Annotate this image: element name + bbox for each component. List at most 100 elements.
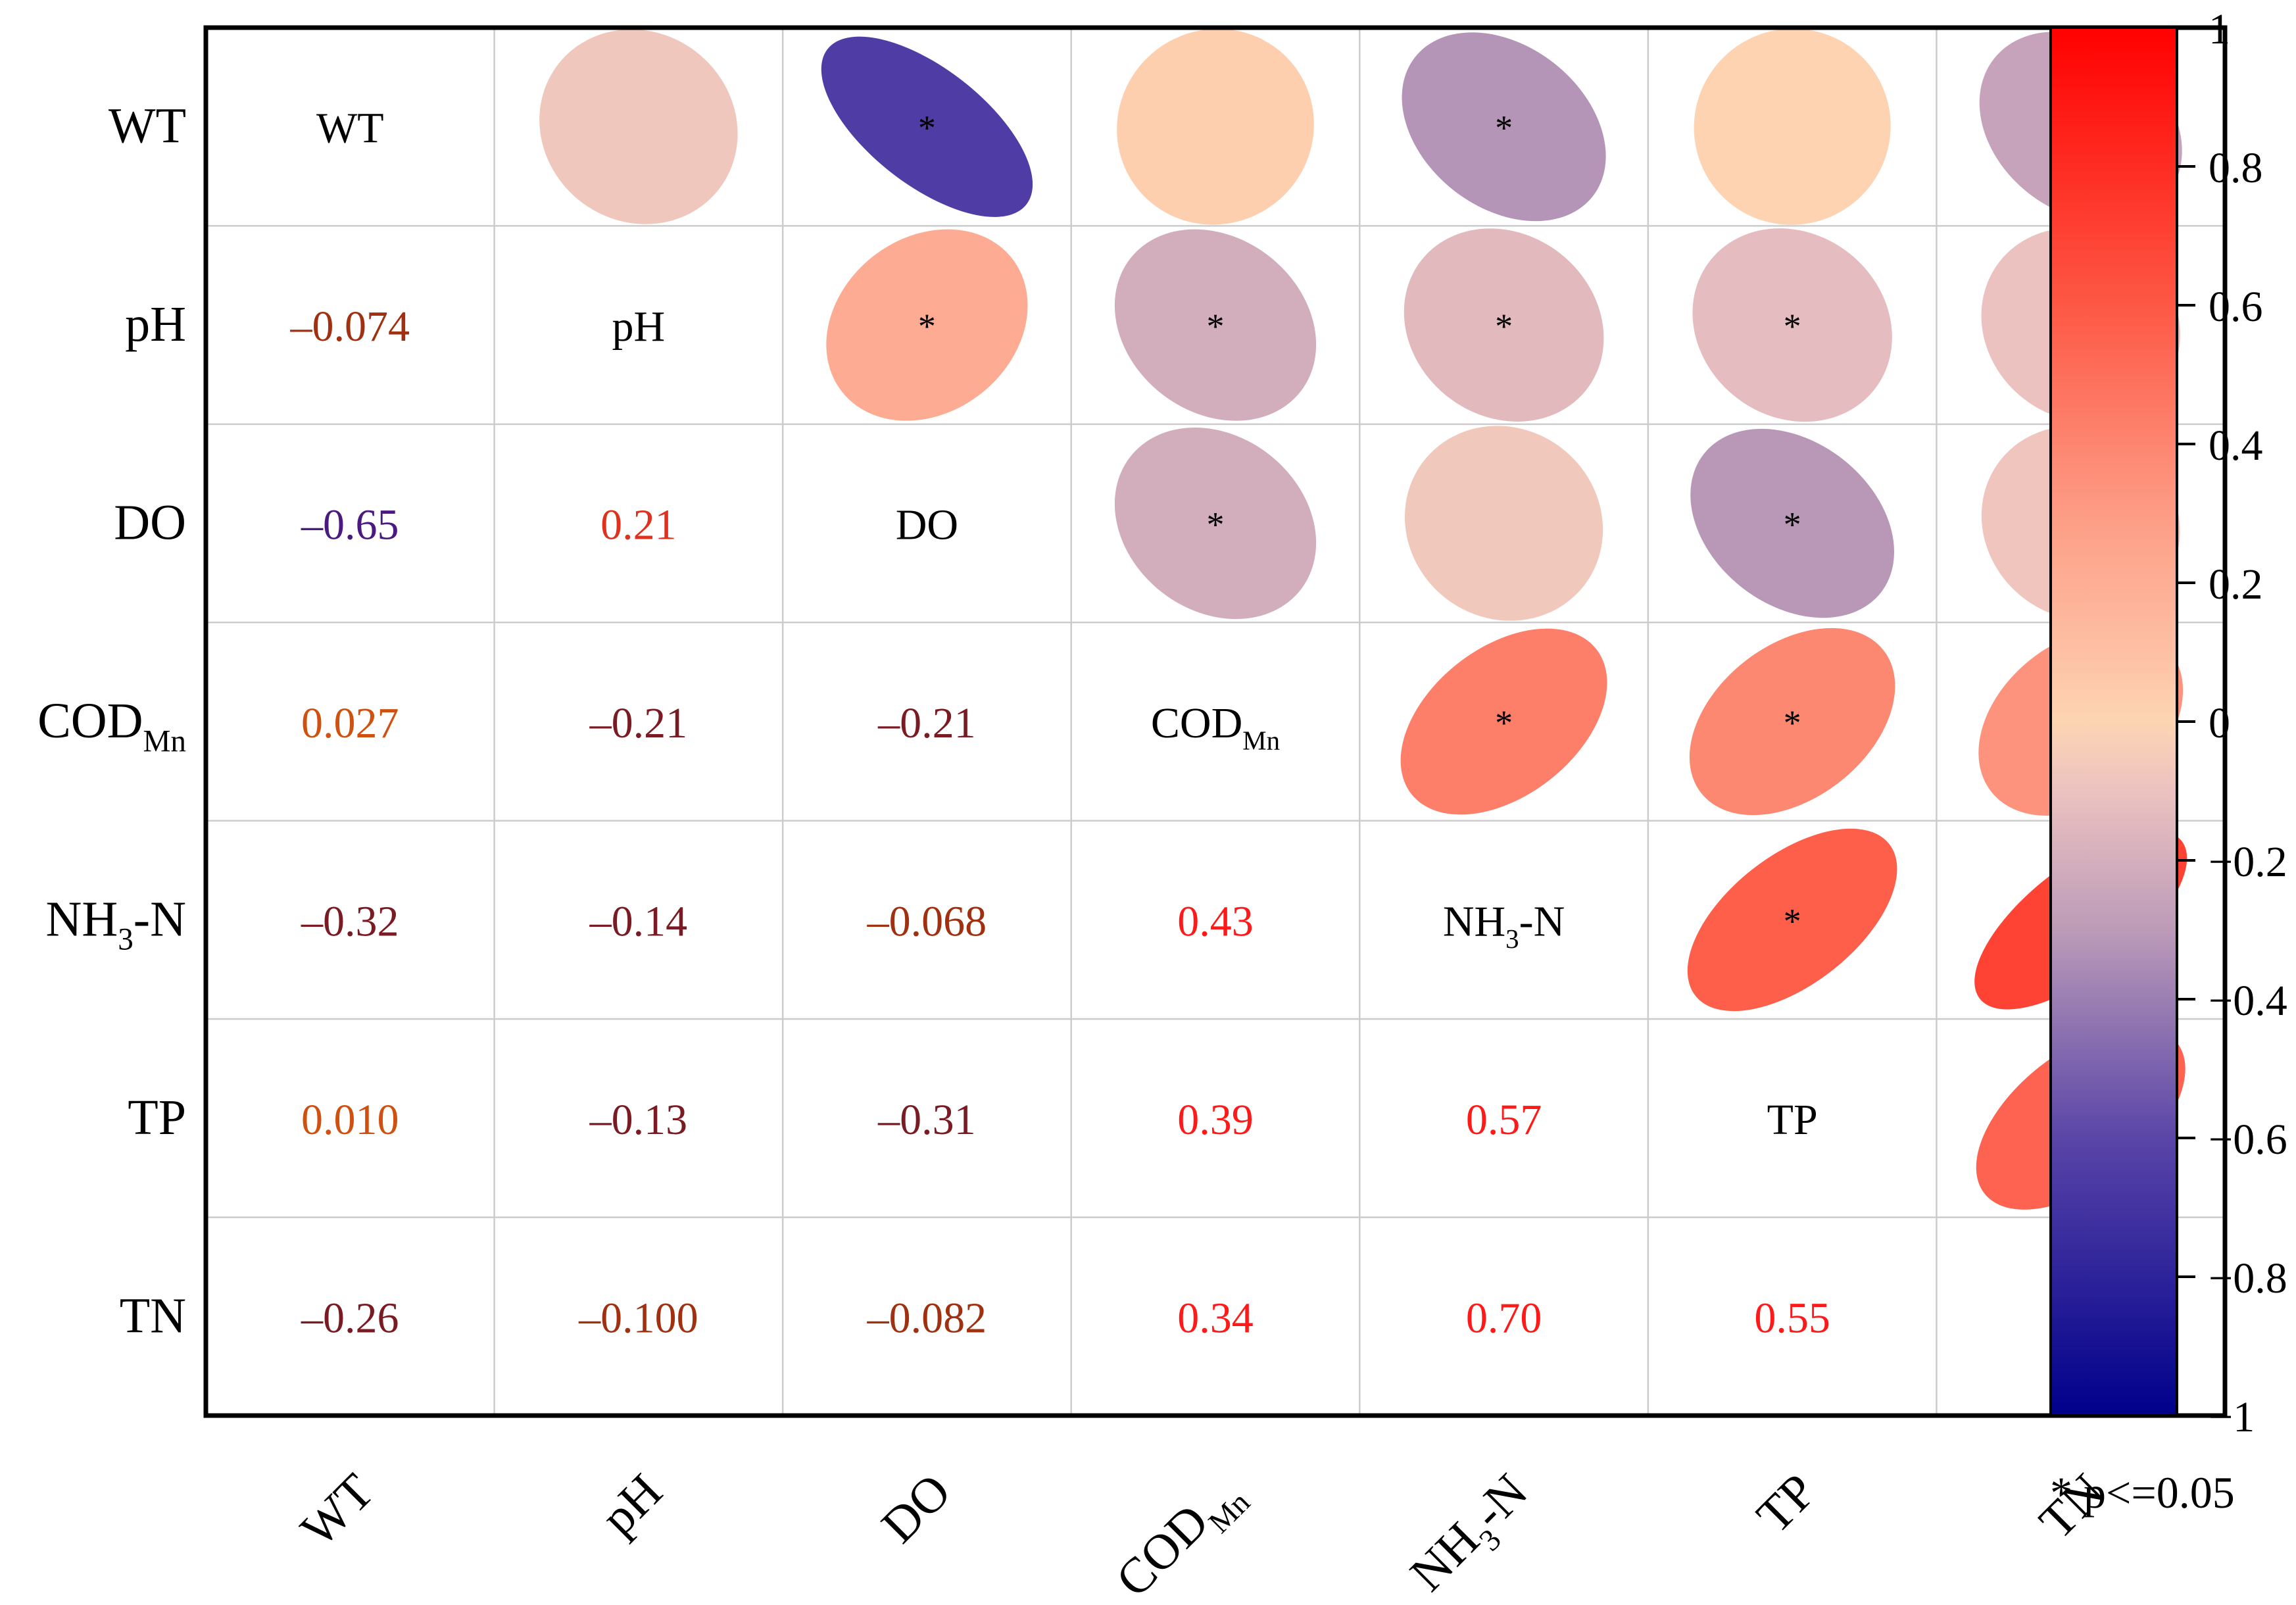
corr-value-label: –0.21 [877,699,976,747]
y-axis-label-main: WT [109,99,186,154]
y-axis-label-subscript: 3 [118,923,134,957]
corr-value-label: 0.34 [1177,1294,1254,1342]
y-axis-label-main: DO [114,495,186,551]
corr-value-label: –0.100 [578,1294,698,1342]
diagonal-label: CODMn [1151,699,1280,755]
plot-frame [203,25,2228,1418]
corr-value-label: –0.13 [589,1096,688,1144]
matrix-cells: WT * * * –0.074 pH * * * * * –0.65 0.21 DO * * * 0.027 –0.… [290,28,2187,1342]
corr-value-label: 0.21 [600,501,677,549]
y-axis-labels: WT pH DO CODMn NH3-N TP TN [37,99,186,1344]
corr-ellipse [1690,428,1894,618]
significance-star: * [1207,505,1225,545]
colorbar: 1 0.8 0.6 0.4 0.2 0 −0.2 −0.4 −0.6 −0.8 −1 [2049,5,2287,1441]
corr-ellipse [1692,228,1892,422]
x-axis-labels: WT pH DO CODMn NH3-N TP TN [290,1464,2114,1605]
diagonal-label-main: pH [612,303,666,351]
significance-star: * [918,307,936,346]
y-axis-label-main: TP [128,1090,186,1145]
colorbar-tick-label: 0.2 [2209,560,2263,608]
colorbar-tick-label: 0 [2209,699,2230,747]
y-axis-label: CODMn [37,693,186,758]
diagonal-label: pH [612,303,666,351]
corr-ellipse [1114,428,1317,620]
corr-ellipse [1404,426,1603,621]
diagonal-label-tail: -N [1519,897,1565,945]
x-axis-label-main: TP [1746,1464,1826,1544]
significance-star: * [1784,901,1801,941]
y-axis-label-tail: -N [134,891,186,947]
corr-ellipse [1114,229,1317,421]
corr-value-label: 0.010 [301,1096,399,1144]
significance-star: * [1495,307,1513,346]
significance-star: * [1495,109,1513,148]
colorbar-tick-label: −1 [2209,1393,2255,1441]
corr-value-label: 0.39 [1177,1096,1254,1144]
diagonal-label: DO [896,501,958,549]
x-axis-label-tail: -N [1461,1464,1538,1540]
x-axis-label: DO [871,1464,961,1554]
colorbar-tick-label: −0.4 [2209,977,2287,1025]
y-axis-label: TP [128,1090,186,1145]
corr-value-label: 0.027 [301,699,399,747]
significance-star: * [1784,703,1801,743]
corr-value-label: –0.65 [301,501,399,549]
corr-value-label: 0.55 [1754,1294,1830,1342]
corr-ellipse [1687,828,1897,1012]
corr-value-label: –0.32 [301,897,399,945]
corr-ellipse [1404,228,1604,422]
x-axis-label: NH3-N [1400,1464,1545,1605]
colorbar-tick-label: 0.4 [2209,422,2263,470]
corr-ellipse [1689,628,1895,816]
corr-value-label: –0.14 [589,897,688,945]
diagonal-label-main: WT [316,105,384,153]
corr-value-label: 0.57 [1466,1096,1542,1144]
x-axis-label-main: pH [591,1464,673,1546]
significance-star: * [1784,307,1801,346]
colorbar-tick-label: 0.8 [2209,144,2263,192]
x-axis-label-main: WT [290,1464,384,1558]
y-axis-label: pH [125,297,186,352]
diagonal-label-subscript: Mn [1242,726,1280,755]
diagonal-label-main: TP [1767,1096,1818,1144]
significance-star: * [918,109,936,148]
corr-value-label: –0.26 [301,1294,399,1342]
corr-value-label: 0.70 [1466,1294,1542,1342]
diagonal-label: TP [1767,1096,1818,1144]
y-axis-label: NH3-N [45,891,186,956]
colorbar-tick-label: −0.6 [2209,1116,2287,1164]
corr-ellipse [1400,628,1607,815]
significance-legend: * p<=0.05 [2050,1468,2235,1518]
y-axis-label-main: NH [45,891,118,947]
x-axis-label: CODMn [1106,1464,1257,1605]
colorbar-tick-label: 0.6 [2209,283,2263,331]
significance-star: * [1207,307,1225,346]
corr-ellipse [1402,32,1606,222]
corr-ellipse [826,229,1028,421]
y-axis-label: TN [120,1288,186,1343]
corr-ellipse [1117,28,1314,225]
x-axis-label: WT [290,1464,384,1558]
corr-ellipse [539,29,738,224]
diagonal-label: WT [316,105,384,153]
corr-value-label: –0.21 [589,699,688,747]
grid-lines [206,28,2225,1416]
x-axis-label: pH [591,1464,673,1546]
corr-value-label: –0.068 [867,897,987,945]
x-axis-label-main: DO [871,1464,961,1554]
y-axis-label-main: TN [120,1288,186,1343]
corr-value-label: –0.074 [290,303,410,351]
significance-star: * [1495,703,1513,743]
diagonal-label-main: COD [1151,699,1242,747]
y-axis-label-main: pH [125,297,186,352]
colorbar-tick-label: −0.2 [2209,838,2287,886]
y-axis-label-main: COD [37,693,143,749]
significance-star: * [1784,505,1801,545]
x-axis-label: TP [1746,1464,1826,1544]
x-axis-label-main: NH [1400,1512,1490,1602]
corr-ellipse [1694,28,1891,225]
corr-value-label: –0.082 [867,1294,987,1342]
y-axis-label: WT [109,99,186,154]
corr-ellipse [821,36,1033,217]
